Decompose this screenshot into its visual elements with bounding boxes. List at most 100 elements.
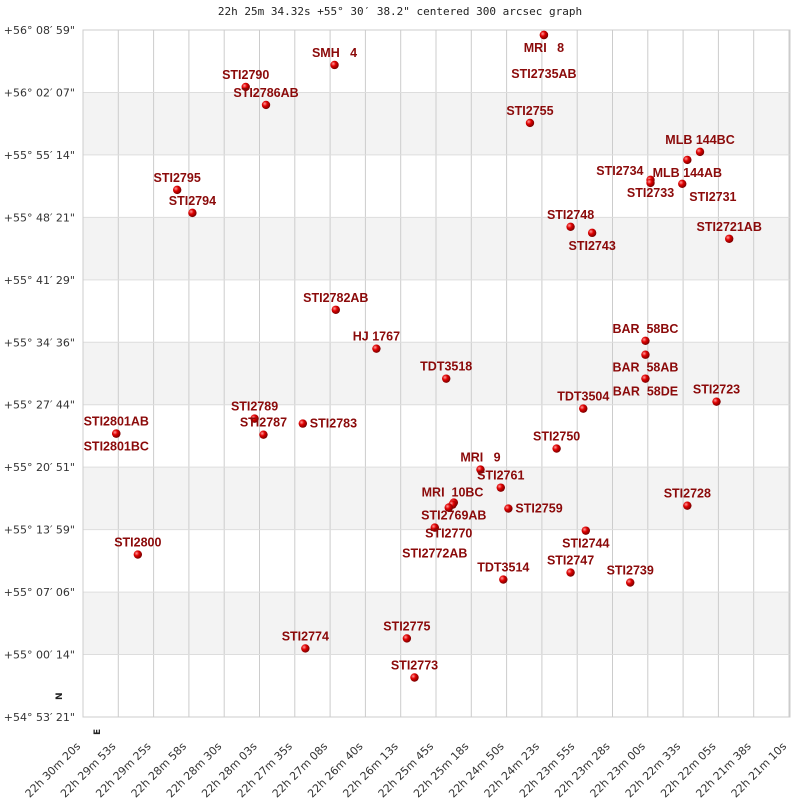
star-label: HJ 1767	[353, 330, 400, 344]
star-label: STI2770	[425, 527, 472, 541]
star-marker[interactable]	[430, 523, 439, 532]
star-marker[interactable]	[525, 118, 535, 128]
star-label: STI2783	[310, 417, 357, 431]
star-marker[interactable]	[241, 82, 250, 92]
star-label: STI2728	[664, 487, 711, 501]
chart-title: 22h 25m 34.32s +55° 30′ 38.2" centered 3…	[217, 5, 583, 18]
star-label: BAR 58DE	[613, 385, 678, 399]
star-label: STI2773	[391, 658, 438, 672]
star-label: STI2795	[154, 171, 201, 185]
y-tick-label: +56° 08′ 59"	[4, 24, 75, 37]
star-label: STI2786AB	[233, 86, 298, 100]
y-tick-label: +55° 48′ 21"	[4, 211, 75, 224]
star-marker[interactable]	[410, 673, 419, 682]
star-label: STI2772AB	[402, 547, 467, 561]
star-label: MRI 8	[524, 41, 564, 55]
star-marker[interactable]	[712, 397, 721, 406]
star-label: BAR 58AB	[612, 361, 678, 375]
star-label: STI2782AB	[303, 291, 368, 305]
star-label: STI2774	[282, 629, 329, 643]
star-label: STI2721AB	[697, 220, 762, 234]
y-tick-label: +54° 53′ 21"	[4, 711, 75, 724]
star-marker[interactable]	[298, 419, 308, 428]
star-marker[interactable]	[504, 504, 513, 513]
star-marker[interactable]	[539, 30, 549, 40]
star-marker[interactable]	[725, 234, 734, 243]
star-label: STI2794	[169, 194, 216, 208]
star-marker[interactable]	[188, 208, 197, 218]
star-marker[interactable]	[646, 178, 655, 188]
y-tick-label: +55° 00′ 14"	[4, 649, 75, 662]
star-label: STI2743	[569, 239, 616, 253]
star-marker[interactable]	[476, 465, 485, 474]
star-marker[interactable]	[587, 228, 597, 238]
star-marker[interactable]	[301, 644, 310, 653]
north-marker: N	[55, 692, 65, 700]
star-label: STI2734	[596, 164, 643, 178]
star-marker[interactable]	[442, 374, 451, 383]
star-label: SMH 4	[312, 46, 357, 60]
star-marker[interactable]	[579, 404, 588, 413]
star-marker[interactable]	[250, 414, 259, 423]
y-tick-label: +55° 07′ 06"	[4, 586, 75, 599]
star-marker[interactable]	[330, 60, 339, 70]
star-label: STI2769AB	[421, 509, 486, 523]
star-marker[interactable]	[552, 444, 561, 453]
star-marker[interactable]	[581, 526, 591, 535]
star-marker[interactable]	[566, 222, 575, 232]
star-marker[interactable]	[499, 575, 508, 584]
star-marker[interactable]	[444, 503, 453, 512]
star-label: MRI 10BC	[422, 486, 484, 500]
star-label: STI2759	[515, 502, 562, 516]
star-marker[interactable]	[641, 374, 650, 383]
star-marker[interactable]	[641, 336, 650, 346]
y-tick-label: +55° 13′ 59"	[4, 524, 75, 537]
star-marker[interactable]	[133, 550, 143, 559]
star-marker[interactable]	[683, 155, 692, 165]
star-label: STI2787	[240, 416, 287, 430]
star-marker[interactable]	[331, 305, 341, 314]
star-marker[interactable]	[112, 429, 121, 438]
east-marker: E	[93, 729, 103, 735]
star-label: TDT3518	[420, 360, 472, 374]
star-label: STI2761	[477, 469, 524, 483]
star-label: STI2723	[693, 383, 740, 397]
star-marker[interactable]	[402, 634, 412, 643]
star-label: MLB 144AB	[653, 166, 722, 180]
star-label: STI2750	[533, 430, 580, 444]
star-label: MLB 144BC	[665, 133, 734, 147]
y-tick-label: +55° 55′ 14"	[4, 149, 75, 162]
plot-border	[82, 29, 791, 718]
star-label: STI2789	[231, 400, 278, 414]
star-label: STI2748	[547, 208, 594, 222]
star-label: BAR 58BC	[612, 322, 678, 336]
star-label: TDT3504	[557, 390, 609, 404]
star-label: TDT3514	[477, 561, 529, 575]
star-marker[interactable]	[641, 350, 650, 359]
star-label: STI2735AB	[511, 67, 576, 81]
star-label: STI2744	[562, 537, 609, 551]
star-marker[interactable]	[172, 185, 182, 195]
star-marker[interactable]	[496, 483, 505, 492]
star-marker[interactable]	[566, 568, 575, 577]
star-marker[interactable]	[626, 578, 635, 587]
star-label: STI2801BC	[84, 440, 149, 454]
star-marker[interactable]	[683, 501, 692, 510]
star-label: STI2775	[383, 619, 430, 633]
star-label: STI2801AB	[84, 415, 149, 429]
y-tick-label: +56° 02′ 07"	[4, 86, 75, 99]
star-label: STI2747	[547, 554, 594, 568]
star-marker[interactable]	[678, 179, 687, 189]
star-marker[interactable]	[695, 147, 705, 157]
star-marker[interactable]	[372, 344, 381, 353]
star-label: MRI 9	[460, 451, 500, 465]
star-label: STI2790	[222, 68, 269, 82]
star-label: STI2739	[607, 564, 654, 578]
star-marker[interactable]	[261, 100, 271, 110]
y-tick-label: +55° 41′ 29"	[4, 274, 75, 287]
star-marker[interactable]	[259, 430, 268, 439]
star-label: STI2731	[689, 190, 736, 204]
y-tick-label: +55° 20′ 51"	[4, 461, 75, 474]
star-label: STI2800	[114, 536, 161, 550]
